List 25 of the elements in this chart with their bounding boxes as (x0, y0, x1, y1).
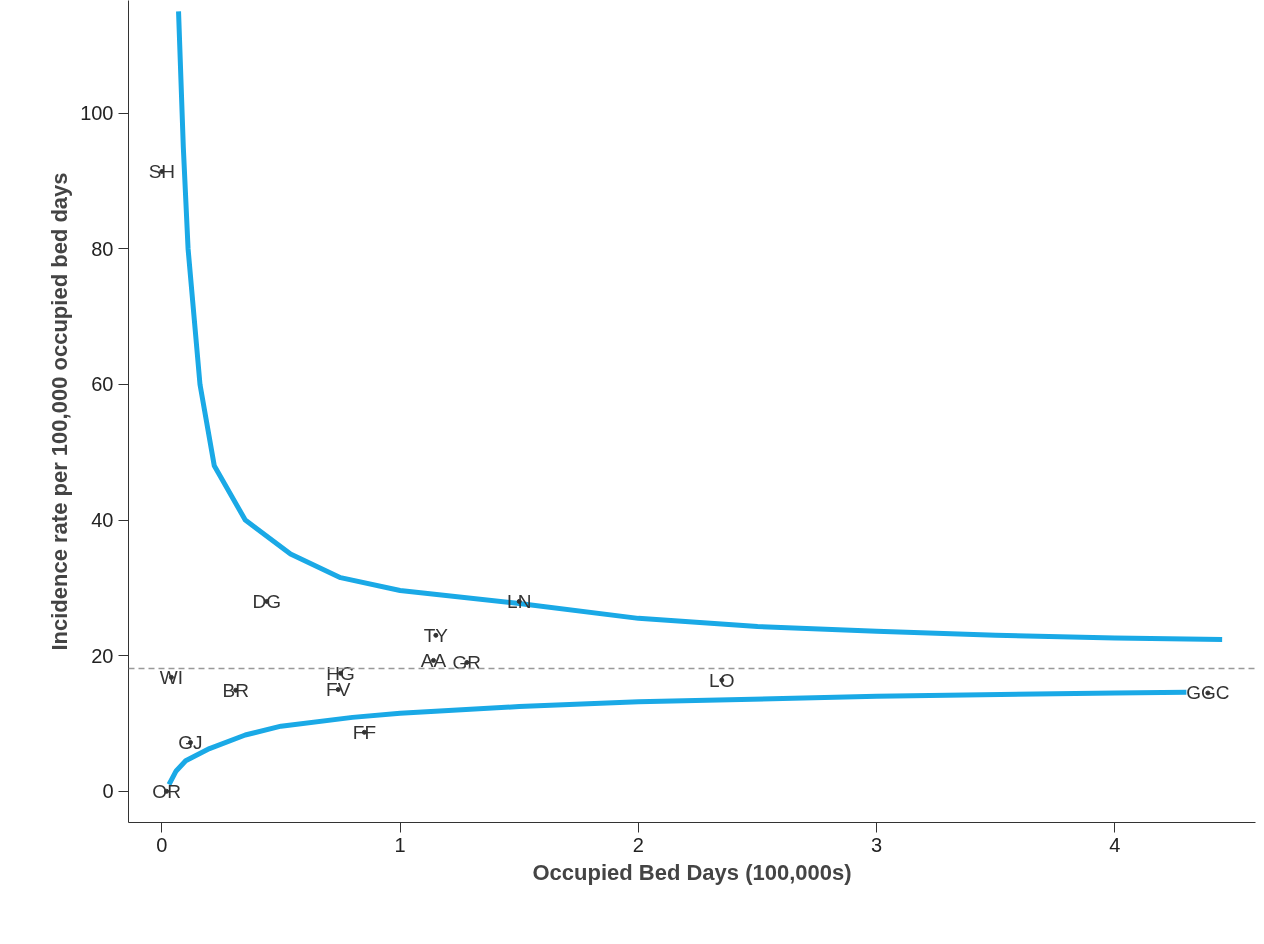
y-tick-label: 0 (102, 780, 114, 803)
series-label: OR (152, 780, 181, 802)
series-label: GGC (1186, 682, 1230, 704)
x-tick-label: 1 (394, 833, 406, 856)
series-label: DG (252, 590, 281, 612)
series-label: TY (423, 624, 449, 646)
series-label: WI (159, 666, 183, 688)
series-label: AA (420, 649, 447, 671)
x-tick-label: 0 (156, 833, 168, 856)
x-tick-label: 4 (1109, 833, 1121, 856)
y-tick-label: 20 (91, 644, 114, 667)
x-tick-label: 3 (871, 833, 883, 856)
y-tick-label: 40 (91, 509, 114, 532)
series-label: FV (326, 679, 351, 701)
series-label: GJ (178, 731, 203, 753)
y-axis-title: Incidence rate per 100,000 occupied bed days (47, 172, 73, 651)
x-axis-title: Occupied Bed Days (100,000s) (532, 859, 852, 885)
series-label: LO (709, 669, 735, 691)
y-tick-label: 60 (91, 373, 114, 396)
x-tick-label: 2 (632, 833, 644, 856)
y-tick-label: 100 (80, 102, 114, 125)
series-label: SH (148, 160, 176, 182)
series-label: FF (352, 721, 376, 743)
y-tick-label: 80 (91, 237, 114, 260)
series-label: BR (222, 679, 249, 701)
